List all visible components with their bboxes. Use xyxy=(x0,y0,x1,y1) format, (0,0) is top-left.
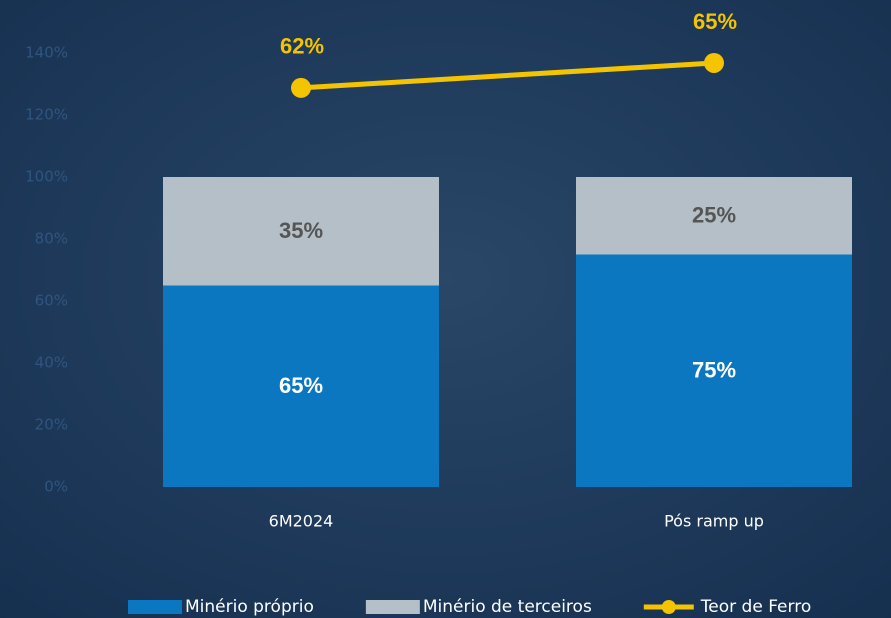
bar-segment xyxy=(163,285,439,487)
legend-swatch xyxy=(365,600,420,614)
x-tick-label: Pós ramp up xyxy=(664,512,764,531)
bar-segment xyxy=(576,254,852,487)
y-tick-label: 140% xyxy=(25,44,68,62)
y-tick-label: 120% xyxy=(25,106,68,124)
y-tick-label: 100% xyxy=(25,168,68,186)
legend-label: Minério próprio xyxy=(185,597,314,617)
legend-marker xyxy=(661,600,676,614)
y-tick-label: 40% xyxy=(35,354,68,372)
data-label: 25% xyxy=(692,203,736,228)
data-label: 62% xyxy=(280,34,324,59)
legend-label: Teor de Ferro xyxy=(700,597,811,617)
data-label: 75% xyxy=(692,358,736,383)
x-tick-label: 6M2024 xyxy=(269,512,334,531)
line-point xyxy=(291,77,311,98)
y-tick-label: 60% xyxy=(35,292,68,310)
bar-segment xyxy=(163,177,439,286)
line-point xyxy=(704,52,724,73)
bar-segment xyxy=(576,177,852,255)
legend-swatch xyxy=(128,600,182,614)
data-label: 35% xyxy=(279,218,323,243)
y-tick-label: 20% xyxy=(35,416,68,434)
legend-label: Minério de terceiros xyxy=(423,597,592,617)
data-label: 65% xyxy=(279,373,323,398)
y-tick-label: 80% xyxy=(35,230,68,248)
line xyxy=(300,60,715,91)
y-tick-label: 0% xyxy=(44,478,68,496)
data-label: 65% xyxy=(693,9,737,34)
